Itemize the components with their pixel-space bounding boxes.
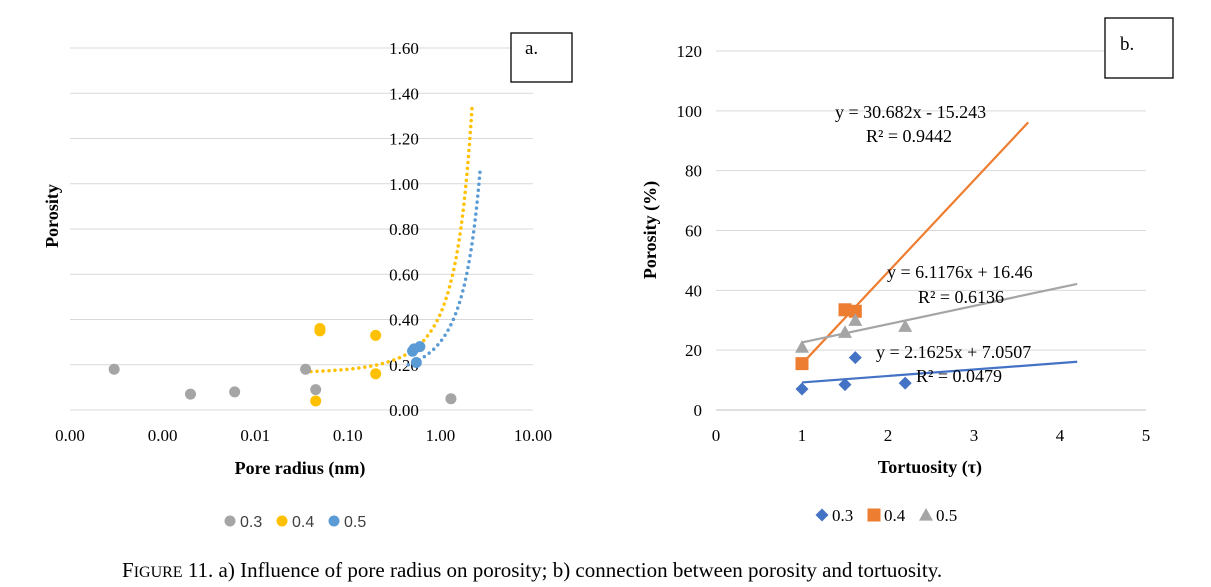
b-equation-0.3: y = 2.1625x + 7.0507 (876, 342, 1031, 362)
a-x-tick-label: 1.00 (426, 426, 456, 445)
b-y-tick-label: 60 (685, 222, 702, 241)
a-point-0.3 (108, 363, 120, 375)
b-legend: 0.3 0.4 0.5 (815, 506, 957, 525)
a-x-ticks: 0.00 0.00 0.01 0.10 1.00 10.00 (55, 426, 552, 445)
a-point-0.3 (300, 363, 312, 375)
b-points (795, 303, 913, 396)
b-point-0.3 (848, 351, 862, 365)
b-x-tick-label: 1 (798, 426, 807, 445)
a-panel-label-box (510, 32, 573, 83)
b-point-0.5 (848, 313, 863, 326)
caption-prefix-rest: IGURE (134, 564, 183, 581)
a-y-tick-label: 0.40 (389, 311, 419, 330)
a-legend: 0.3 0.4 0.5 (224, 514, 366, 531)
b-point-0.3 (795, 382, 809, 396)
a-point-0.3 (184, 388, 196, 400)
b-r2-0.5: R² = 0.6136 (918, 287, 1004, 307)
b-y-tick-label: 20 (685, 341, 702, 360)
b-legend-marker-0.3 (815, 508, 829, 522)
a-x-tick-label: 0.10 (333, 426, 363, 445)
caption-text: 11. a) Influence of pore radius on poros… (183, 558, 943, 582)
b-r2-0.4: R² = 0.9442 (866, 126, 952, 146)
a-legend-label-0.3: 0.3 (240, 514, 262, 531)
b-point-0.3 (838, 378, 852, 392)
b-y-tick-label: 40 (685, 281, 702, 300)
a-legend-label-0.4: 0.4 (292, 514, 314, 531)
a-y-tick-label: 1.00 (389, 175, 419, 194)
a-legend-marker-0.5 (328, 515, 340, 527)
b-point-0.4 (848, 304, 862, 318)
b-trendline-0.3 (801, 360, 1078, 384)
b-legend-marker-0.4 (867, 508, 881, 522)
caption-prefix-initial: F (122, 558, 134, 582)
b-equation-0.5: y = 6.1176x + 16.46 (887, 262, 1033, 282)
a-trendline-0.5 (406, 166, 483, 367)
a-y-tick-label: 1.60 (389, 39, 419, 58)
b-r2-0.3: R² = 0.0479 (916, 366, 1002, 386)
panel-a: 0.000.200.400.600.801.001.201.401.60 0.0… (42, 32, 573, 531)
a-point-0.3 (310, 384, 322, 396)
b-point-0.5 (795, 340, 809, 353)
b-legend-marker-0.5 (919, 508, 933, 521)
a-y-tick-label: 1.40 (389, 84, 419, 103)
a-x-tick-label: 0.01 (240, 426, 270, 445)
a-legend-marker-0.4 (276, 515, 288, 527)
a-point-0.4 (314, 325, 326, 337)
a-point-0.4 (370, 368, 382, 380)
a-y-tick-label: 1.20 (389, 130, 419, 149)
b-point-0.4 (838, 303, 852, 317)
b-x-tick-label: 2 (884, 426, 893, 445)
b-x-tick-label: 0 (712, 426, 721, 445)
b-panel-label-box (1104, 17, 1174, 79)
a-point-0.3 (445, 393, 457, 405)
b-y-axis-title: Porosity (%) (640, 181, 661, 279)
a-legend-label-0.5: 0.5 (344, 514, 366, 531)
b-point-0.5 (898, 319, 913, 332)
figure-caption: FIGURE 11. a) Influence of pore radius o… (122, 558, 942, 582)
b-x-tick-label: 3 (970, 426, 979, 445)
a-points (108, 323, 457, 407)
b-y-tick-label: 80 (685, 162, 702, 181)
a-point-0.5 (410, 356, 422, 368)
b-legend-label-0.3: 0.3 (832, 506, 853, 525)
a-point-0.4 (370, 329, 382, 341)
b-trendline-0.4 (801, 121, 1029, 365)
b-y-tick-label: 120 (677, 42, 703, 61)
b-legend-label-0.5: 0.5 (936, 506, 957, 525)
a-legend-marker-0.3 (224, 515, 236, 527)
panel-b: 0 20 40 60 80 100 120 0 1 2 3 4 5 Porosity (%) Tort… (640, 17, 1174, 525)
a-x-tick-label: 10.00 (514, 426, 552, 445)
b-x-tick-label: 4 (1056, 426, 1065, 445)
a-x-axis-title: Pore radius (nm) (235, 458, 366, 479)
b-gridlines (716, 50, 1146, 411)
a-panel-label: a. (525, 38, 538, 59)
b-x-axis-title: Tortuosity (τ) (878, 457, 982, 478)
b-x-ticks: 0 1 2 3 4 5 (712, 426, 1151, 445)
b-point-0.3 (898, 376, 912, 390)
a-gridlines (70, 47, 533, 411)
b-y-ticks: 0 20 40 60 80 100 120 (677, 42, 703, 420)
a-y-tick-label: 0.00 (389, 401, 419, 420)
a-y-ticks: 0.000.200.400.600.801.001.201.401.60 (389, 39, 419, 420)
b-point-0.5 (838, 325, 852, 338)
a-point-0.3 (229, 386, 241, 398)
a-point-0.5 (414, 341, 426, 353)
b-legend-label-0.4: 0.4 (884, 506, 906, 525)
a-x-tick-label: 0.00 (55, 426, 85, 445)
b-y-tick-label: 0 (694, 401, 703, 420)
a-point-0.4 (310, 395, 322, 407)
b-point-0.4 (795, 357, 809, 371)
a-y-tick-label: 0.60 (389, 265, 419, 284)
a-y-axis-title: Porosity (42, 184, 62, 248)
b-x-tick-label: 5 (1142, 426, 1151, 445)
a-x-tick-label: 0.00 (148, 426, 178, 445)
b-equation-0.4: y = 30.682x - 15.243 (835, 102, 986, 122)
a-y-tick-label: 0.80 (389, 220, 419, 239)
b-y-tick-label: 100 (677, 102, 703, 121)
b-panel-label: b. (1120, 34, 1134, 55)
